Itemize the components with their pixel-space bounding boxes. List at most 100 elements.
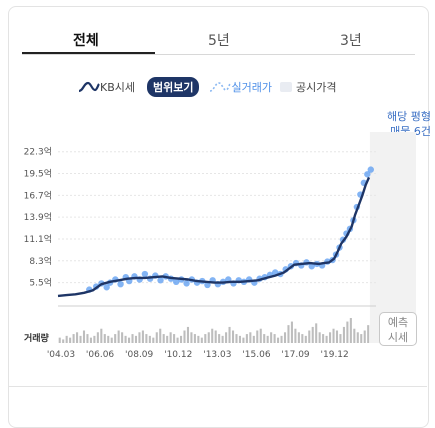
volume-bar	[162, 334, 165, 343]
volume-bar	[117, 330, 120, 343]
volume-bar	[238, 335, 241, 343]
x-tick-label: '04.03	[47, 350, 75, 360]
legend-public-price[interactable]: 공시가격	[279, 79, 337, 95]
volume-bar	[315, 323, 318, 343]
volume-bar	[360, 334, 363, 343]
volume-bar	[159, 328, 162, 343]
volume-bar	[62, 339, 65, 343]
volume-axis-label: 거래량	[24, 332, 50, 344]
volume-bar	[207, 332, 210, 343]
y-tick-label: 11.1억	[24, 233, 52, 245]
volume-bar	[96, 332, 99, 343]
forecast-line1: 예측	[387, 316, 409, 329]
kb-line-icon	[78, 81, 100, 93]
volume-bar	[86, 334, 89, 343]
volume-bar	[166, 335, 169, 343]
real-price-point	[308, 263, 315, 270]
period-tabs: 전체 5년 3년	[22, 24, 415, 55]
volume-bar	[245, 334, 248, 343]
volume-bar	[280, 335, 283, 343]
volume-bar	[141, 330, 144, 343]
real-price-point	[204, 281, 211, 289]
real-price-point	[172, 278, 180, 286]
volume-bar	[82, 330, 86, 343]
volume-bar	[110, 337, 113, 343]
real-price-point	[103, 284, 110, 291]
volume-bar	[353, 328, 356, 343]
kb-price-line	[57, 176, 371, 298]
y-tick-label: 16.7억	[24, 189, 52, 201]
volume-bar	[263, 334, 266, 343]
tab-5-years[interactable]: 5년	[208, 33, 230, 49]
volume-bar	[228, 326, 231, 343]
real-price-point	[364, 171, 371, 178]
real-price-point	[141, 270, 149, 278]
volume-bar	[190, 332, 193, 343]
real-price-point	[117, 280, 124, 288]
volume-bar	[342, 326, 345, 343]
volume-bar	[134, 335, 138, 343]
volume-bar	[58, 337, 61, 343]
legend-real-label: 실거래가	[231, 81, 272, 94]
volume-bar	[235, 334, 238, 343]
active-tab-indicator	[22, 52, 155, 54]
volume-bar	[197, 335, 200, 343]
volume-bar	[100, 328, 103, 343]
volume-bar	[124, 335, 127, 343]
volume-bar	[304, 335, 307, 343]
volume-bar	[325, 335, 328, 343]
legend-public-label: 공시가격	[295, 81, 337, 94]
volume-bar	[322, 334, 325, 343]
volume-bar	[259, 328, 262, 343]
volume-bar	[297, 332, 300, 343]
x-tick-label: '06.06	[86, 350, 115, 360]
volume-bar	[311, 326, 314, 343]
legend-real-price[interactable]: 실거래가	[209, 79, 272, 95]
volume-bar	[273, 334, 276, 343]
tab-3-years[interactable]: 3년	[340, 33, 362, 49]
volume-bar	[173, 334, 176, 343]
volume-bar	[179, 335, 183, 343]
range-view-toggle[interactable]: 범위보기	[147, 77, 200, 97]
real-price-line-icon	[210, 82, 232, 92]
volume-bar	[266, 335, 269, 343]
volume-bar	[242, 337, 245, 343]
volume-bar	[76, 332, 79, 343]
real-price-point	[157, 277, 164, 284]
volume-bar	[270, 332, 273, 343]
tab-all[interactable]: 전체	[73, 33, 99, 49]
volume-bar	[186, 326, 190, 343]
volume-bar	[65, 335, 68, 343]
volume-bar	[335, 330, 339, 343]
y-tick-label: 5.5억	[29, 277, 52, 289]
volume-bar	[301, 334, 304, 343]
volume-bar	[148, 335, 151, 343]
forecast-line2: 시세	[387, 331, 409, 344]
volume-bar	[294, 328, 297, 343]
public-price-swatch-icon	[279, 82, 292, 92]
volume-bar	[349, 318, 352, 343]
volume-bar	[121, 332, 124, 343]
volume-bar	[200, 337, 203, 343]
volume-bar	[107, 335, 110, 343]
volume-bar	[152, 337, 155, 343]
volume-bar	[72, 334, 75, 343]
x-tick-label: '17.09	[281, 350, 310, 360]
volume-bar	[252, 335, 255, 343]
volume-bar	[131, 334, 134, 343]
volume-bar	[283, 332, 287, 343]
legend-kb-label: KB시세	[100, 81, 135, 94]
volume-bar	[89, 337, 92, 343]
volume-bar	[218, 334, 221, 343]
volume-bar	[145, 334, 148, 343]
volume-bar	[367, 325, 370, 343]
volume-bar	[193, 334, 196, 343]
volume-bar	[155, 332, 158, 343]
forecast-price-button[interactable]: 예측 시세	[379, 312, 417, 346]
volume-bar	[176, 337, 179, 343]
volume-bar	[69, 337, 72, 343]
y-tick-label: 22.3억	[24, 146, 52, 158]
legend-kb-price[interactable]: KB시세	[78, 79, 135, 95]
volume-bar	[287, 325, 290, 343]
volume-bar	[308, 330, 311, 343]
